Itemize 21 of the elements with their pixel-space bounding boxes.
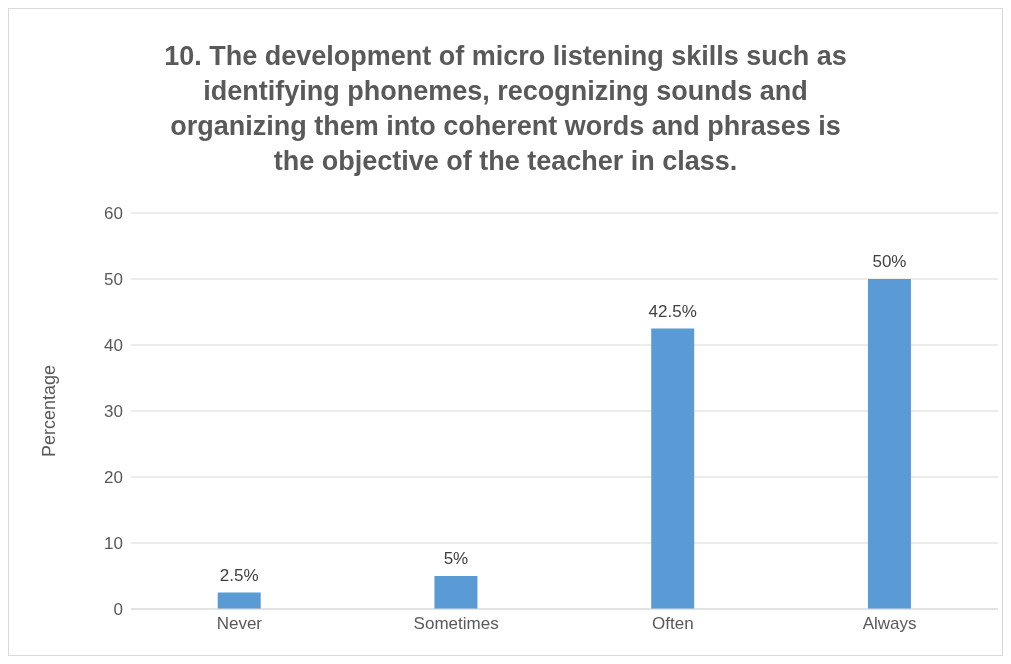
x-tick-label: Never: [216, 614, 263, 634]
bar: [651, 328, 695, 609]
bar: [434, 576, 478, 609]
y-tick-label: 0: [113, 600, 123, 620]
data-label: 2.5%: [219, 565, 259, 585]
data-label: 42.5%: [648, 301, 697, 321]
x-tick-label: Sometimes: [413, 614, 499, 634]
y-tick-label: 50: [104, 270, 123, 290]
y-tick-label: 40: [104, 336, 123, 356]
y-axis-title: Percentage: [39, 364, 60, 458]
x-tick-label: Often: [652, 614, 694, 634]
data-label: 50%: [872, 252, 907, 271]
bar: [867, 279, 911, 609]
y-tick-label: 60: [104, 204, 123, 224]
data-label: 5%: [443, 549, 469, 568]
bar: [217, 592, 261, 609]
y-tick-label: 10: [104, 534, 123, 554]
y-tick-label: 20: [104, 468, 123, 488]
x-tick-label: Always: [862, 614, 917, 634]
y-tick-label: 30: [104, 402, 123, 422]
chart-title: 10. The development of micro listening skills such as identifying phonemes, recognizing sounds and organizing them into coherent words and phrases is the objective of the teacher in class.: [163, 40, 848, 178]
